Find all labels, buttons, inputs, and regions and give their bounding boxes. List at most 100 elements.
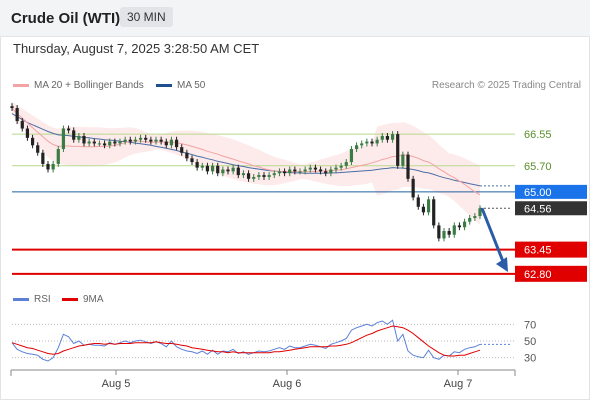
legend-ma20: MA 20 + Bollinger Bands bbox=[13, 80, 144, 91]
candle bbox=[257, 175, 261, 177]
candle bbox=[375, 139, 379, 144]
candle bbox=[462, 221, 467, 228]
candle bbox=[77, 135, 81, 140]
rsi-ma-label: 9MA bbox=[83, 294, 104, 305]
x-tick-label-1: Aug 6 bbox=[273, 378, 302, 390]
candle bbox=[51, 163, 55, 170]
rsi-tick-30: 30 bbox=[524, 353, 536, 365]
candle bbox=[421, 206, 426, 213]
level-label-66.55: 66.55 bbox=[524, 129, 552, 141]
candle bbox=[41, 152, 45, 164]
candle bbox=[329, 169, 333, 174]
candle bbox=[226, 169, 230, 172]
pivot-label-box bbox=[515, 184, 587, 199]
candle bbox=[303, 169, 307, 172]
candle bbox=[113, 141, 117, 144]
level-label-63.45: 63.45 bbox=[524, 245, 552, 257]
forecast-arrow-head bbox=[496, 256, 508, 272]
level-label-64.56: 64.56 bbox=[524, 203, 552, 215]
candle bbox=[452, 225, 456, 235]
candle bbox=[174, 139, 179, 148]
candle bbox=[149, 139, 153, 142]
candle bbox=[416, 197, 420, 207]
candle bbox=[277, 171, 282, 174]
candle bbox=[159, 139, 163, 142]
x-tick-label-2: Aug 7 bbox=[444, 378, 473, 390]
candle bbox=[241, 173, 246, 176]
candle bbox=[56, 149, 60, 164]
candle bbox=[318, 169, 323, 172]
candle bbox=[370, 141, 374, 144]
candle bbox=[298, 171, 302, 173]
candle bbox=[380, 135, 384, 140]
candle bbox=[288, 169, 292, 174]
candle bbox=[354, 145, 359, 150]
candle bbox=[144, 137, 148, 140]
rsi-tick-70: 70 bbox=[524, 319, 536, 331]
instrument-title: Crude Oil (WTI) bbox=[11, 10, 121, 27]
candle bbox=[293, 169, 297, 172]
candle bbox=[169, 139, 174, 146]
candle bbox=[478, 208, 482, 217]
candle bbox=[108, 141, 112, 146]
candle bbox=[267, 175, 271, 177]
candle bbox=[200, 165, 204, 168]
candle bbox=[20, 121, 24, 129]
candle bbox=[72, 130, 76, 140]
candle bbox=[46, 163, 50, 170]
candle bbox=[210, 165, 215, 172]
candle bbox=[66, 128, 71, 131]
candle bbox=[272, 173, 276, 176]
forecast-arrow bbox=[480, 207, 506, 265]
candle bbox=[190, 158, 194, 163]
legend-rsi: RSI bbox=[13, 294, 51, 305]
candle bbox=[195, 162, 199, 168]
candle bbox=[87, 141, 91, 144]
level-label-65.00: 65.00 bbox=[524, 187, 552, 199]
timeframe-badge[interactable]: 30 MIN bbox=[120, 7, 173, 27]
candle bbox=[339, 165, 343, 168]
candle bbox=[25, 128, 30, 138]
candle bbox=[442, 230, 446, 239]
candle bbox=[282, 171, 287, 174]
candle bbox=[411, 178, 415, 198]
candle bbox=[15, 108, 19, 122]
candle bbox=[154, 139, 158, 142]
ma20-swatch bbox=[13, 84, 29, 87]
candles bbox=[10, 103, 482, 242]
candle bbox=[390, 134, 395, 140]
candle bbox=[128, 139, 132, 142]
ma50-label: MA 50 bbox=[177, 80, 206, 91]
candle bbox=[308, 167, 312, 170]
candle bbox=[216, 165, 220, 174]
candle bbox=[334, 167, 338, 170]
candle bbox=[123, 139, 127, 142]
candle bbox=[118, 141, 122, 144]
candle bbox=[349, 149, 354, 163]
candle bbox=[344, 162, 348, 166]
candle bbox=[252, 176, 256, 179]
support-label-box-5 bbox=[515, 265, 587, 282]
candle bbox=[324, 171, 328, 174]
candle bbox=[246, 173, 251, 179]
candle bbox=[468, 217, 472, 222]
ma20-label: MA 20 + Bollinger Bands bbox=[34, 80, 144, 91]
legend-rsi-ma: 9MA bbox=[62, 294, 104, 305]
candle bbox=[205, 165, 210, 172]
level-label-65.70: 65.70 bbox=[524, 161, 552, 173]
candle bbox=[231, 167, 235, 172]
candle bbox=[262, 175, 266, 177]
candle bbox=[426, 199, 431, 213]
candle bbox=[473, 216, 477, 218]
candle bbox=[61, 128, 66, 150]
candle bbox=[401, 154, 405, 166]
candle bbox=[406, 154, 410, 179]
header-bar: Crude Oil (WTI) 30 MIN bbox=[0, 0, 590, 37]
rsi-tick-50: 50 bbox=[524, 336, 536, 348]
candle bbox=[385, 135, 390, 140]
candle bbox=[360, 143, 364, 146]
candle bbox=[236, 167, 240, 176]
candle bbox=[30, 137, 35, 146]
candle bbox=[185, 152, 189, 159]
